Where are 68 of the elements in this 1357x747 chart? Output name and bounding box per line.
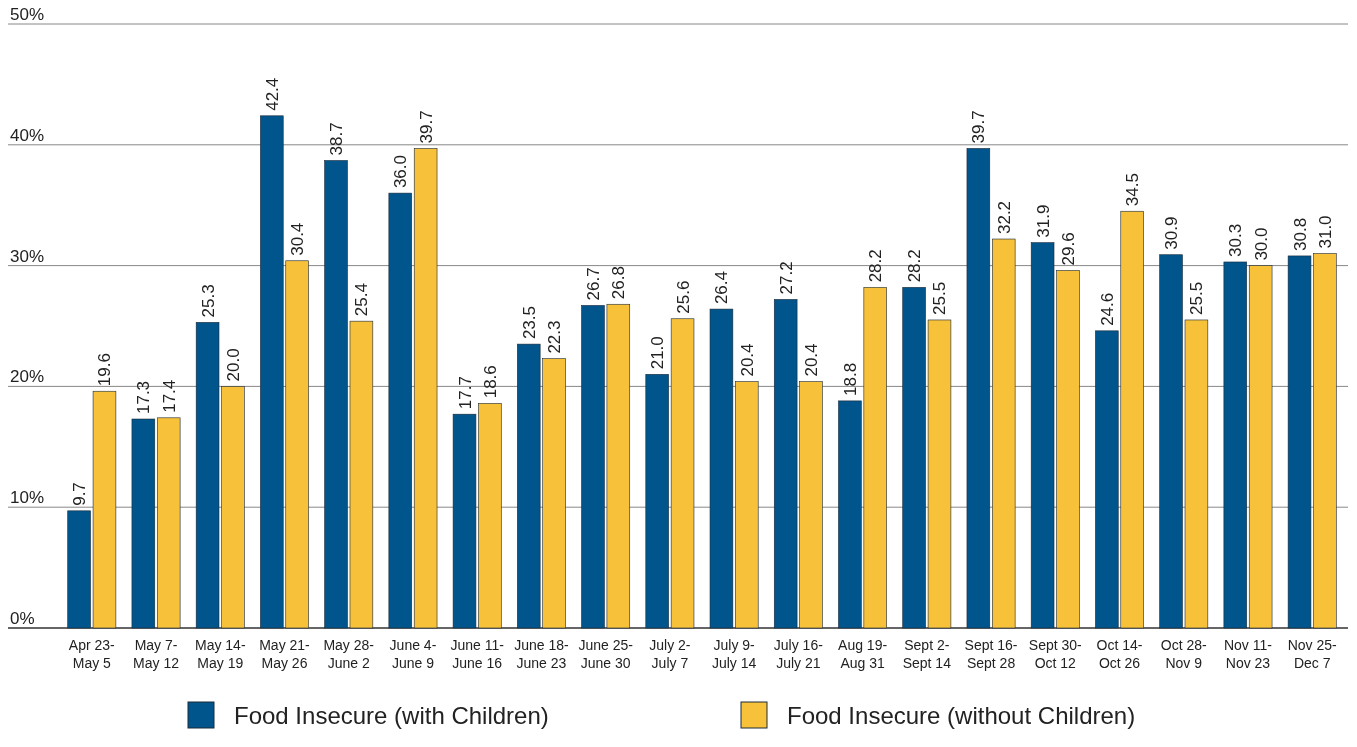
data-label: 19.6 <box>95 353 115 387</box>
x-tick-label: July 9- July 14 <box>711 637 757 671</box>
data-label: 21.0 <box>648 336 668 370</box>
data-label: 17.4 <box>159 379 179 413</box>
data-label: 23.5 <box>519 306 539 340</box>
x-tick-label: June 11- June 16 <box>450 637 505 671</box>
data-label: 18.8 <box>840 362 860 396</box>
data-label: 38.7 <box>327 122 347 156</box>
legend-label: Food Insecure (without Children) <box>787 702 1136 729</box>
data-label: 39.7 <box>416 110 436 144</box>
data-label: 26.7 <box>583 267 603 301</box>
x-tick-label: June 18- June 23 <box>514 637 569 671</box>
data-label: 28.2 <box>866 249 886 283</box>
x-tick-label: Oct 14- Oct 26 <box>1096 637 1143 671</box>
data-label: 25.4 <box>352 283 372 317</box>
data-label: 24.6 <box>1097 292 1117 326</box>
data-label: 28.2 <box>905 249 925 283</box>
x-tick-label: Sept 2- Sept 14 <box>902 637 952 671</box>
y-tick-label: 30% <box>10 246 45 266</box>
data-label: 18.6 <box>480 365 500 399</box>
x-tick-label: June 4- June 9 <box>389 637 437 671</box>
data-label: 31.0 <box>1315 215 1335 249</box>
x-tick-label: May 7- May 12 <box>133 637 180 671</box>
data-label: 30.9 <box>1162 216 1182 250</box>
data-label: 36.0 <box>391 155 411 189</box>
data-label: 25.5 <box>930 281 950 315</box>
data-label: 20.0 <box>223 348 243 382</box>
x-tick-label: Aug 19- Aug 31 <box>838 637 888 671</box>
x-tick-label: Oct 28- Nov 9 <box>1160 637 1208 671</box>
data-label: 30.8 <box>1290 217 1310 251</box>
x-tick-label: Nov 11- Nov 23 <box>1223 637 1273 671</box>
data-label: 25.3 <box>198 284 218 318</box>
x-tick-label: May 21- May 26 <box>259 637 311 671</box>
x-tick-label: Sept 30- Oct 12 <box>1028 637 1083 671</box>
data-label: 20.4 <box>737 343 757 377</box>
data-label: 17.7 <box>455 376 475 410</box>
data-label: 26.4 <box>712 270 732 305</box>
data-label: 26.8 <box>609 266 629 300</box>
data-label: 30.4 <box>288 222 308 256</box>
data-label: 32.2 <box>994 200 1014 235</box>
data-label: 25.5 <box>1187 281 1207 315</box>
data-label: 30.0 <box>1251 227 1271 261</box>
x-tick-label: May 28- June 2 <box>323 637 375 671</box>
data-label: 27.2 <box>776 261 796 295</box>
x-tick-label: Apr 23- May 5 <box>68 637 116 671</box>
data-label: 34.5 <box>1123 173 1143 207</box>
x-tick-label: May 14- May 19 <box>194 637 246 671</box>
y-tick-label: 50% <box>10 5 45 24</box>
data-label: 25.6 <box>673 280 693 314</box>
legend-label: Food Insecure (with Children) <box>234 702 549 729</box>
data-label: 30.3 <box>1226 223 1246 257</box>
data-label: 20.4 <box>802 343 822 377</box>
x-tick-label: July 16- July 21 <box>773 637 824 671</box>
y-tick-label: 10% <box>10 488 45 508</box>
x-tick-label: June 25- June 30 <box>578 637 634 671</box>
y-tick-label: 0% <box>10 609 35 628</box>
x-tick-label: July 2- July 7 <box>649 637 691 671</box>
x-tick-label: Sept 16- Sept 28 <box>964 637 1018 671</box>
y-tick-label: 20% <box>10 367 45 387</box>
data-label: 22.3 <box>545 320 565 354</box>
data-label: 42.4 <box>262 77 282 111</box>
data-label: 9.7 <box>70 482 90 506</box>
data-label: 39.7 <box>969 110 989 144</box>
y-tick-label: 40% <box>10 125 45 145</box>
x-tick-label: Nov 25- Dec 7 <box>1287 637 1338 671</box>
data-label: 29.6 <box>1058 232 1078 266</box>
data-label: 31.9 <box>1033 204 1053 238</box>
data-label: 17.3 <box>134 380 154 415</box>
